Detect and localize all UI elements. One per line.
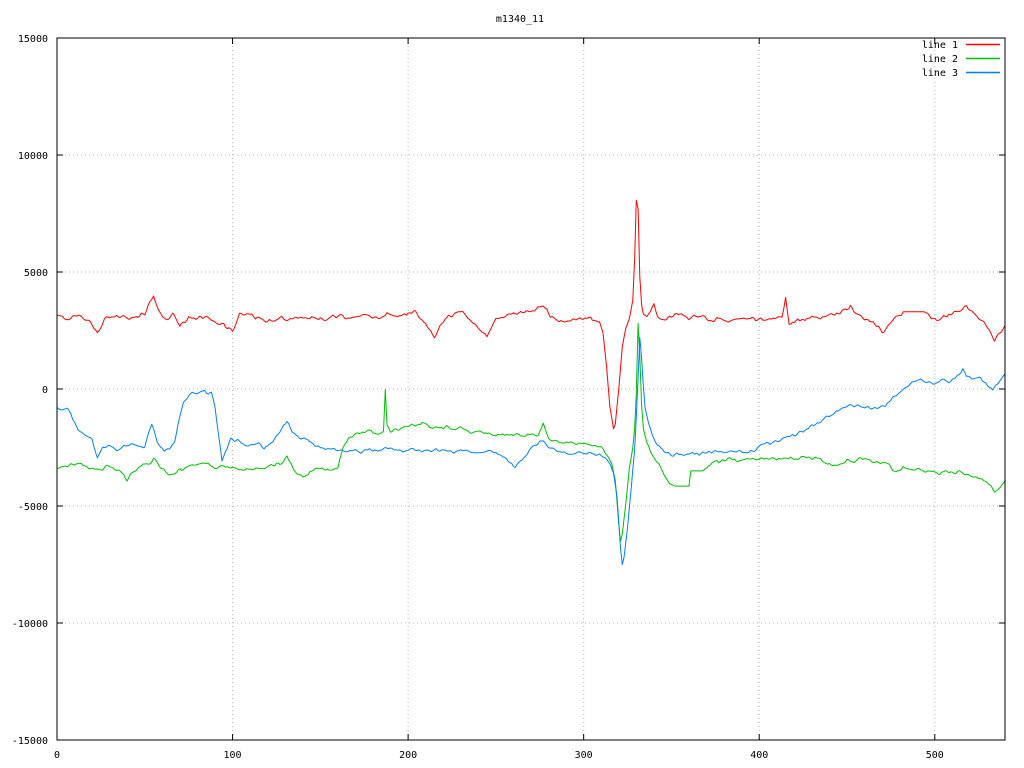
axis-layer: 0 100 200 300 400 500 15000 10000 5000 0 -5000 -100… bbox=[12, 34, 1006, 761]
y-tick-label: 10000 bbox=[18, 151, 48, 162]
x-tick-label: 500 bbox=[926, 750, 944, 761]
x-tick-label: 400 bbox=[750, 750, 768, 761]
plot-border bbox=[56, 37, 1006, 741]
legend-label-2: line 2 bbox=[922, 54, 958, 65]
chart-title: m1340_11 bbox=[496, 14, 544, 25]
y-tick-label: 0 bbox=[42, 385, 48, 396]
series-layer bbox=[56, 199, 1006, 565]
x-tick-label: 200 bbox=[399, 750, 417, 761]
grid-layer bbox=[57, 38, 1005, 740]
x-tick-label: 0 bbox=[54, 750, 60, 761]
series-line-3 bbox=[56, 337, 1006, 565]
legend: line 1 line 2 line 3 bbox=[922, 40, 1000, 79]
x-tick-label: 100 bbox=[224, 750, 242, 761]
y-tick-label: 15000 bbox=[18, 34, 48, 45]
legend-label-3: line 3 bbox=[922, 68, 958, 79]
legend-label-1: line 1 bbox=[922, 40, 958, 51]
y-tick-label: -10000 bbox=[12, 619, 48, 630]
x-tick-label: 300 bbox=[575, 750, 593, 761]
y-tick-label: -15000 bbox=[12, 736, 48, 747]
y-tick-label: -5000 bbox=[18, 502, 48, 513]
y-tick-label: 5000 bbox=[24, 268, 48, 279]
series-line-2 bbox=[56, 323, 1006, 542]
series-line-1 bbox=[56, 199, 1006, 430]
